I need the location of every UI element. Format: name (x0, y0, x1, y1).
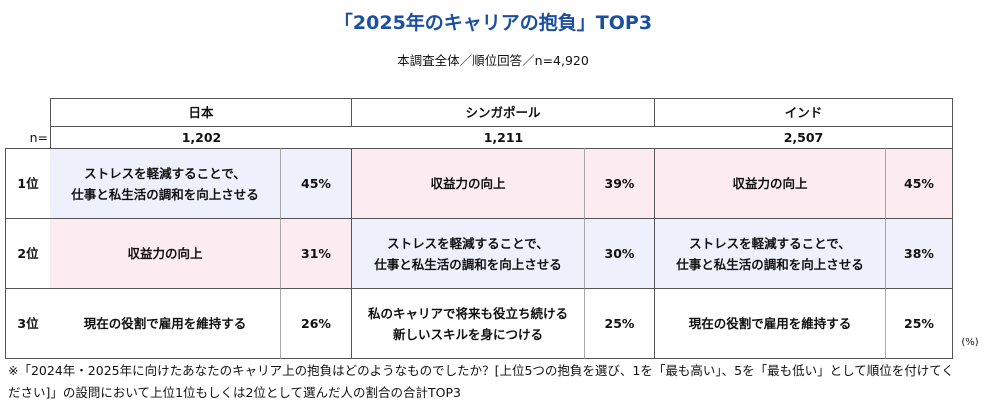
answer: 現在の役割で雇用を維持する (655, 288, 886, 359)
answer: ストレスを軽減することで、 仕事と私生活の調和を向上させる (655, 218, 886, 289)
answer-line: ストレスを軽減することで、 (84, 165, 246, 181)
rank: 2位 (5, 218, 51, 289)
answer: 収益力の向上 (352, 148, 585, 219)
percent: 25% (886, 288, 953, 359)
column-header: 日本 (50, 98, 352, 127)
answer-line: 収益力の向上 (127, 246, 203, 261)
column-header: シンガポール (352, 98, 655, 127)
answer-line: 現在の役割で雇用を維持する (688, 316, 852, 331)
percent: 39% (585, 148, 655, 219)
percent: 26% (281, 288, 352, 359)
column-header: インド (655, 98, 953, 127)
answer-line: ストレスを軽減することで、 (689, 235, 851, 251)
answer-line: 仕事と私生活の調和を向上させる (71, 186, 259, 202)
n-label: n= (29, 130, 48, 145)
answer-line: 新しいスキルを身につける (392, 326, 543, 342)
title: 「2025年のキャリアの抱負」TOP3 (333, 12, 653, 34)
answer: 現在の役割で雇用を維持する (50, 288, 281, 359)
answer-line: 仕事と私生活の調和を向上させる (676, 256, 864, 272)
answer: 収益力の向上 (50, 218, 281, 289)
column-n: 1,202 (50, 126, 352, 149)
answer: ストレスを軽減することで、 仕事と私生活の調和を向上させる (50, 148, 281, 219)
rank: 3位 (5, 288, 51, 359)
rank: 1位 (5, 148, 51, 219)
column-n: 2,507 (655, 126, 953, 149)
percent: 38% (886, 218, 953, 289)
answer-line: 収益力の向上 (430, 176, 506, 191)
answer-line: 私のキャリアで将来も役立ち続ける (367, 305, 568, 321)
unit: (%) (961, 336, 979, 348)
percent: 45% (886, 148, 953, 219)
answer: 私のキャリアで将来も役立ち続ける 新しいスキルを身につける (352, 288, 585, 359)
subtitle: 本調査全体／順位回答／n=4,920 (397, 53, 589, 68)
column-n: 1,211 (483, 130, 524, 145)
percent: 30% (585, 218, 655, 289)
answer-line: 仕事と私生活の調和を向上させる (374, 256, 562, 272)
answer-line: 現在の役割で雇用を維持する (83, 316, 247, 331)
percent: 45% (281, 148, 352, 219)
answer: 収益力の向上 (655, 148, 886, 219)
answer-line: 収益力の向上 (732, 176, 808, 191)
footnote: ※「2024年・2025年に向けたあなたのキャリア上の抱負はどのようなものでした… (8, 363, 954, 400)
answer-line: ストレスを軽減することで、 (387, 235, 549, 251)
percent: 25% (585, 288, 655, 359)
percent: 31% (281, 218, 352, 289)
answer: ストレスを軽減することで、 仕事と私生活の調和を向上させる (352, 218, 585, 289)
